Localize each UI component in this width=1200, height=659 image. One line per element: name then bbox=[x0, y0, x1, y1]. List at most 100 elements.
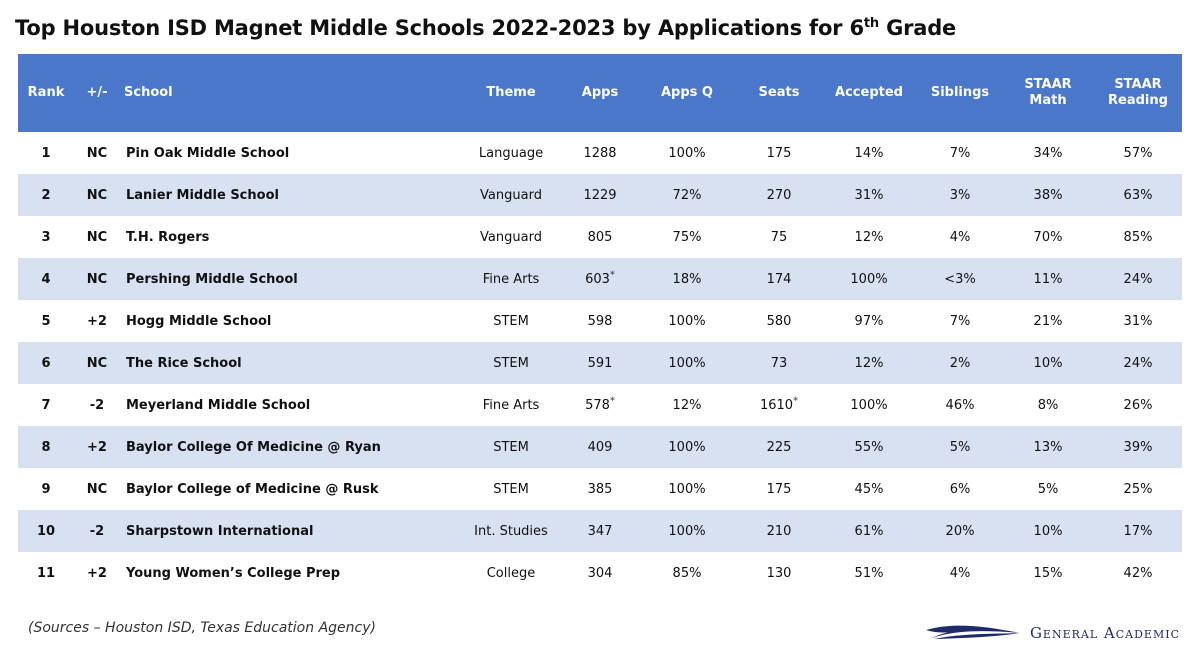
cell-apps-q: 72% bbox=[672, 187, 702, 203]
cell-staar-math: 34% bbox=[1033, 145, 1063, 161]
header-apps-q: Apps Q bbox=[661, 85, 713, 100]
footnote-star: * bbox=[609, 269, 615, 281]
table-row: 10 -2 Sharpstown International Int. Studies… bbox=[18, 510, 1182, 552]
cell-staar-math: 5% bbox=[1037, 481, 1059, 497]
table-row: 11 +2 Young Women’s College Prep College 304… bbox=[18, 552, 1182, 594]
cell-school: Baylor College of Medicine @ Rusk bbox=[126, 481, 379, 497]
cell-apps: 1229 bbox=[583, 187, 617, 203]
cell-siblings: 4% bbox=[949, 565, 971, 581]
cell-theme: Language bbox=[478, 145, 544, 161]
cell-change: -2 bbox=[89, 523, 105, 539]
cell-rank: 4 bbox=[41, 271, 51, 287]
cell-siblings: 20% bbox=[945, 523, 975, 539]
cell-apps: 385 bbox=[587, 481, 613, 497]
cell-theme: College bbox=[486, 565, 536, 581]
cell-seats: 175 bbox=[766, 481, 792, 497]
cell-school: Pershing Middle School bbox=[126, 271, 298, 287]
cell-rank: 5 bbox=[41, 313, 51, 329]
cell-accepted: 12% bbox=[854, 355, 884, 371]
cell-change: -2 bbox=[89, 397, 105, 413]
header-seats: Seats bbox=[758, 85, 800, 100]
cell-apps: 578* bbox=[585, 395, 615, 413]
cell-siblings: <3% bbox=[944, 271, 976, 287]
cell-apps-q: 12% bbox=[672, 397, 702, 413]
cell-seats: 130 bbox=[766, 565, 792, 581]
cell-change: NC bbox=[86, 187, 108, 203]
cell-school: The Rice School bbox=[126, 355, 242, 371]
cell-theme: Vanguard bbox=[480, 229, 542, 245]
cell-rank: 9 bbox=[41, 481, 51, 497]
cell-apps: 603* bbox=[585, 269, 615, 287]
cell-change: NC bbox=[86, 481, 108, 497]
cell-staar-reading: 31% bbox=[1123, 313, 1153, 329]
cell-seats: 210 bbox=[766, 523, 792, 539]
header-accepted: Accepted bbox=[835, 85, 903, 100]
cell-staar-reading: 24% bbox=[1123, 271, 1153, 287]
cell-staar-math: 11% bbox=[1033, 271, 1063, 287]
cell-apps-q: 100% bbox=[668, 355, 706, 371]
cell-apps-q: 85% bbox=[672, 565, 702, 581]
header-theme: Theme bbox=[486, 85, 536, 100]
header-school: School bbox=[124, 85, 173, 100]
cell-theme: Int. Studies bbox=[474, 523, 548, 539]
cell-staar-reading: 25% bbox=[1123, 481, 1153, 497]
cell-seats: 73 bbox=[770, 355, 788, 371]
cell-accepted: 31% bbox=[854, 187, 884, 203]
cell-school: Meyerland Middle School bbox=[126, 397, 311, 413]
cell-seats: 225 bbox=[766, 439, 792, 455]
table-row: 4 NC Pershing Middle School Fine Arts 603* 18… bbox=[18, 258, 1182, 300]
cell-rank: 7 bbox=[41, 397, 51, 413]
table-row: 6 NC The Rice School STEM 591 100% 73 12% 2% 10% 2… bbox=[18, 342, 1182, 384]
cell-seats: 175 bbox=[766, 145, 792, 161]
cell-apps: 591 bbox=[587, 355, 613, 371]
sources-note: (Sources – Houston ISD, Texas Education … bbox=[28, 620, 376, 636]
cell-school: Baylor College Of Medicine @ Ryan bbox=[126, 439, 381, 455]
schools-table-wrap: Rank +/- School Theme Apps Apps Q Seats … bbox=[18, 54, 1182, 594]
cell-siblings: 4% bbox=[949, 229, 971, 245]
page-title: Top Houston ISD Magnet Middle Schools 20… bbox=[15, 16, 957, 40]
cell-accepted: 12% bbox=[854, 229, 884, 245]
cell-staar-math: 15% bbox=[1033, 565, 1063, 581]
cell-siblings: 7% bbox=[949, 313, 971, 329]
cell-staar-math: 10% bbox=[1033, 523, 1063, 539]
header-staar-math: STAAR Math bbox=[1024, 77, 1072, 108]
cell-staar-math: 10% bbox=[1033, 355, 1063, 371]
cell-change: NC bbox=[86, 229, 108, 245]
cell-change: +2 bbox=[87, 313, 107, 329]
cell-siblings: 2% bbox=[949, 355, 971, 371]
brand-logo: General Academic bbox=[924, 620, 1180, 646]
cell-siblings: 46% bbox=[945, 397, 975, 413]
cell-staar-reading: 26% bbox=[1123, 397, 1153, 413]
cell-staar-reading: 24% bbox=[1123, 355, 1153, 371]
cell-rank: 6 bbox=[41, 355, 51, 371]
cell-school: Pin Oak Middle School bbox=[126, 145, 290, 161]
cell-change: +2 bbox=[87, 565, 107, 581]
cell-theme: STEM bbox=[493, 355, 529, 371]
cell-apps: 805 bbox=[587, 229, 613, 245]
table-row: 1 NC Pin Oak Middle School Language 1288 100%… bbox=[18, 132, 1182, 174]
cell-staar-math: 70% bbox=[1033, 229, 1063, 245]
cell-theme: STEM bbox=[493, 439, 529, 455]
cell-theme: STEM bbox=[493, 313, 529, 329]
cell-theme: Vanguard bbox=[480, 187, 542, 203]
cell-siblings: 7% bbox=[949, 145, 971, 161]
table-row: 2 NC Lanier Middle School Vanguard 1229 72% 27… bbox=[18, 174, 1182, 216]
cell-theme: Fine Arts bbox=[482, 397, 540, 413]
header-siblings: Siblings bbox=[930, 85, 990, 100]
header-change: +/- bbox=[86, 85, 108, 100]
cell-accepted: 55% bbox=[854, 439, 884, 455]
cell-accepted: 51% bbox=[854, 565, 884, 581]
cell-change: NC bbox=[86, 355, 108, 371]
header-rank: Rank bbox=[27, 85, 65, 100]
cell-staar-reading: 63% bbox=[1123, 187, 1153, 203]
cell-change: +2 bbox=[87, 439, 107, 455]
cell-rank: 2 bbox=[41, 187, 51, 203]
table-row: 3 NC T.H. Rogers Vanguard 805 75% 75 12% 4% 70% 85… bbox=[18, 216, 1182, 258]
table-row: 5 +2 Hogg Middle School STEM 598 100% 580 97% 7%… bbox=[18, 300, 1182, 342]
cell-school: Sharpstown International bbox=[126, 523, 314, 539]
cell-apps-q: 100% bbox=[668, 481, 706, 497]
cell-accepted: 45% bbox=[854, 481, 884, 497]
cell-accepted: 97% bbox=[854, 313, 884, 329]
cell-staar-reading: 42% bbox=[1123, 565, 1153, 581]
table-row: 9 NC Baylor College of Medicine @ Rusk STEM… bbox=[18, 468, 1182, 510]
